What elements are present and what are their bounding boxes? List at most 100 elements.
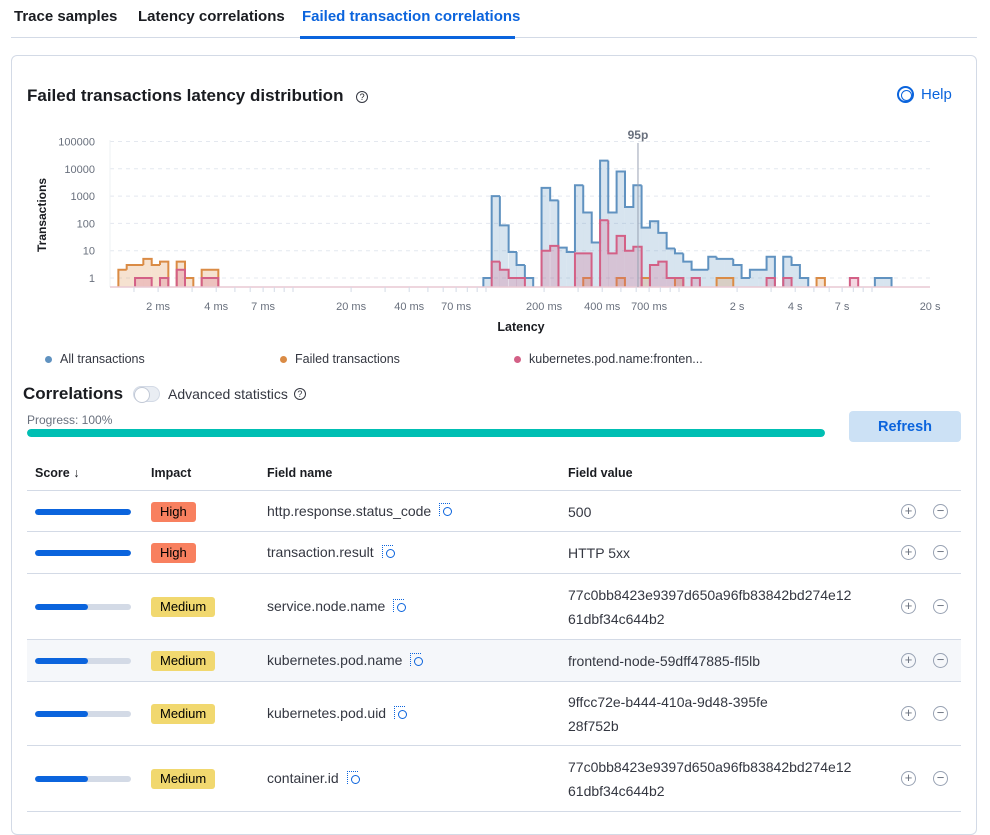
impact-badge: Medium xyxy=(151,769,216,789)
table-row: Medium kubernetes.pod.name frontend-node… xyxy=(27,640,961,682)
histogram-bar xyxy=(616,171,625,287)
y-tick-label: 10 xyxy=(83,246,95,258)
histogram-bar xyxy=(541,250,550,287)
filter-in-plus-icon[interactable]: + xyxy=(901,771,916,786)
filter-in-plus-icon[interactable]: + xyxy=(901,706,916,721)
impact-badge: Medium xyxy=(151,704,216,724)
histogram-bar xyxy=(791,264,800,287)
x-tick-label: 20 s xyxy=(920,301,941,313)
field-stats-icon[interactable] xyxy=(439,503,454,518)
panel-title-text: Failed transactions latency distribution xyxy=(27,86,344,105)
field-stats-icon[interactable] xyxy=(381,544,397,560)
filter-out-minus-icon[interactable]: − xyxy=(933,599,948,614)
x-tick-label: 400 ms xyxy=(584,301,621,313)
histogram-bar xyxy=(499,225,509,287)
column-header-score[interactable]: Score ↓ xyxy=(35,466,79,480)
histogram-bar xyxy=(666,248,675,287)
histogram-bar xyxy=(516,278,525,287)
question-icon[interactable]: ? xyxy=(356,90,369,103)
score-bar xyxy=(35,550,131,556)
histogram-bar xyxy=(176,269,185,287)
histogram-bar xyxy=(658,232,667,287)
column-header-impact: Impact xyxy=(151,466,192,480)
legend-item-failed[interactable]: Failed transactions xyxy=(280,352,400,366)
legend-item-all[interactable]: All transactions xyxy=(45,352,145,366)
legend-dot-icon xyxy=(514,355,521,363)
histogram-bar xyxy=(624,250,634,287)
field-stats-icon[interactable] xyxy=(394,705,409,721)
field-name-text: kubernetes.pod.uid xyxy=(267,705,387,721)
histogram-bar xyxy=(608,212,617,287)
field-name: service.node.name xyxy=(267,598,408,614)
y-tick-label: 10000 xyxy=(64,164,95,176)
impact-badge: High xyxy=(151,501,196,522)
histogram-bar xyxy=(674,253,684,287)
filter-out-minus-icon[interactable]: − xyxy=(933,771,948,786)
header-divider xyxy=(27,490,961,491)
histogram-bar xyxy=(541,187,550,287)
field-value: 77c0bb8423e9397d650a96fb83842bd274e1261d… xyxy=(568,587,852,627)
score-bar xyxy=(35,711,131,717)
histogram-bar xyxy=(749,269,759,287)
histogram-bar xyxy=(176,261,185,287)
table-row: Medium kubernetes.pod.uid 9ffcc72e-b444-… xyxy=(27,682,961,746)
y-axis-label: Transactions xyxy=(35,178,49,252)
filter-out-minus-icon[interactable]: − xyxy=(933,653,948,668)
x-tick-label: 4 s xyxy=(788,301,803,313)
advanced-statistics-toggle[interactable] xyxy=(133,386,160,403)
tab-latency-correlations[interactable]: Latency correlations xyxy=(138,8,285,25)
legend-label: kubernetes.pod.name:fronten... xyxy=(529,352,703,366)
filter-in-plus-icon[interactable]: + xyxy=(901,545,916,560)
field-value: 9ffcc72e-b444-410a-9d48-395fe28f752b xyxy=(568,694,768,734)
help-link[interactable]: Help xyxy=(897,86,952,103)
x-tick-label: 20 ms xyxy=(336,301,366,313)
field-stats-icon[interactable] xyxy=(393,598,408,614)
histogram-bar xyxy=(816,278,825,287)
histogram-bar xyxy=(566,251,576,287)
refresh-button[interactable]: Refresh xyxy=(849,411,961,442)
histogram-bar xyxy=(118,269,127,287)
x-tick-label: 4 ms xyxy=(204,301,228,313)
tab-trace-samples[interactable]: Trace samples xyxy=(14,8,118,25)
panel-title: Failed transactions latency distribution… xyxy=(27,86,369,106)
histogram-bar xyxy=(210,278,219,287)
filter-in-plus-icon[interactable]: + xyxy=(901,653,916,668)
field-stats-icon[interactable] xyxy=(410,652,425,668)
histogram-bar xyxy=(600,160,609,287)
histogram-bar xyxy=(608,253,617,287)
histogram-bar xyxy=(583,253,592,287)
field-name: http.response.status_code xyxy=(267,503,454,519)
field-value: 77c0bb8423e9397d650a96fb83842bd274e1261d… xyxy=(568,759,852,799)
field-stats-icon[interactable] xyxy=(346,770,362,786)
histogram-bar xyxy=(499,269,509,287)
filter-out-minus-icon[interactable]: − xyxy=(933,545,948,560)
histogram-bar xyxy=(883,278,892,287)
impact-badge: Medium xyxy=(151,651,216,671)
legend-item-pod[interactable]: kubernetes.pod.name:fronten... xyxy=(514,352,703,366)
histogram-bar xyxy=(600,220,609,287)
question-icon[interactable]: ? xyxy=(293,388,306,400)
filter-out-minus-icon[interactable]: − xyxy=(933,503,948,519)
x-tick-label: 200 ms xyxy=(526,301,563,313)
advanced-statistics: Advanced statistics ? xyxy=(168,386,306,402)
histogram-bar xyxy=(649,264,659,287)
field-name: kubernetes.pod.uid xyxy=(267,705,409,721)
histogram-bar xyxy=(550,245,559,287)
histogram-bar xyxy=(849,278,859,287)
histogram-bar xyxy=(624,206,634,287)
table-row: Medium service.node.name 77c0bb8423e9397… xyxy=(27,574,961,640)
histogram-bar xyxy=(483,278,492,287)
field-name-text: http.response.status_code xyxy=(267,502,432,519)
histogram-bar xyxy=(135,264,144,287)
x-tick-label: 2 ms xyxy=(146,301,170,313)
filter-in-plus-icon[interactable]: + xyxy=(901,503,916,519)
histogram-bar xyxy=(491,261,501,287)
table-row: High transaction.result HTTP 5xx + − xyxy=(27,532,961,574)
field-name: transaction.result xyxy=(267,544,397,560)
histogram-bar xyxy=(574,185,584,287)
filter-out-minus-icon[interactable]: − xyxy=(933,706,948,721)
tab-failed-transaction-correlations[interactable]: Failed transaction correlations xyxy=(302,8,521,25)
filter-in-plus-icon[interactable]: + xyxy=(901,599,916,614)
histogram-bar xyxy=(516,264,525,287)
lifebuoy-icon xyxy=(897,86,914,103)
